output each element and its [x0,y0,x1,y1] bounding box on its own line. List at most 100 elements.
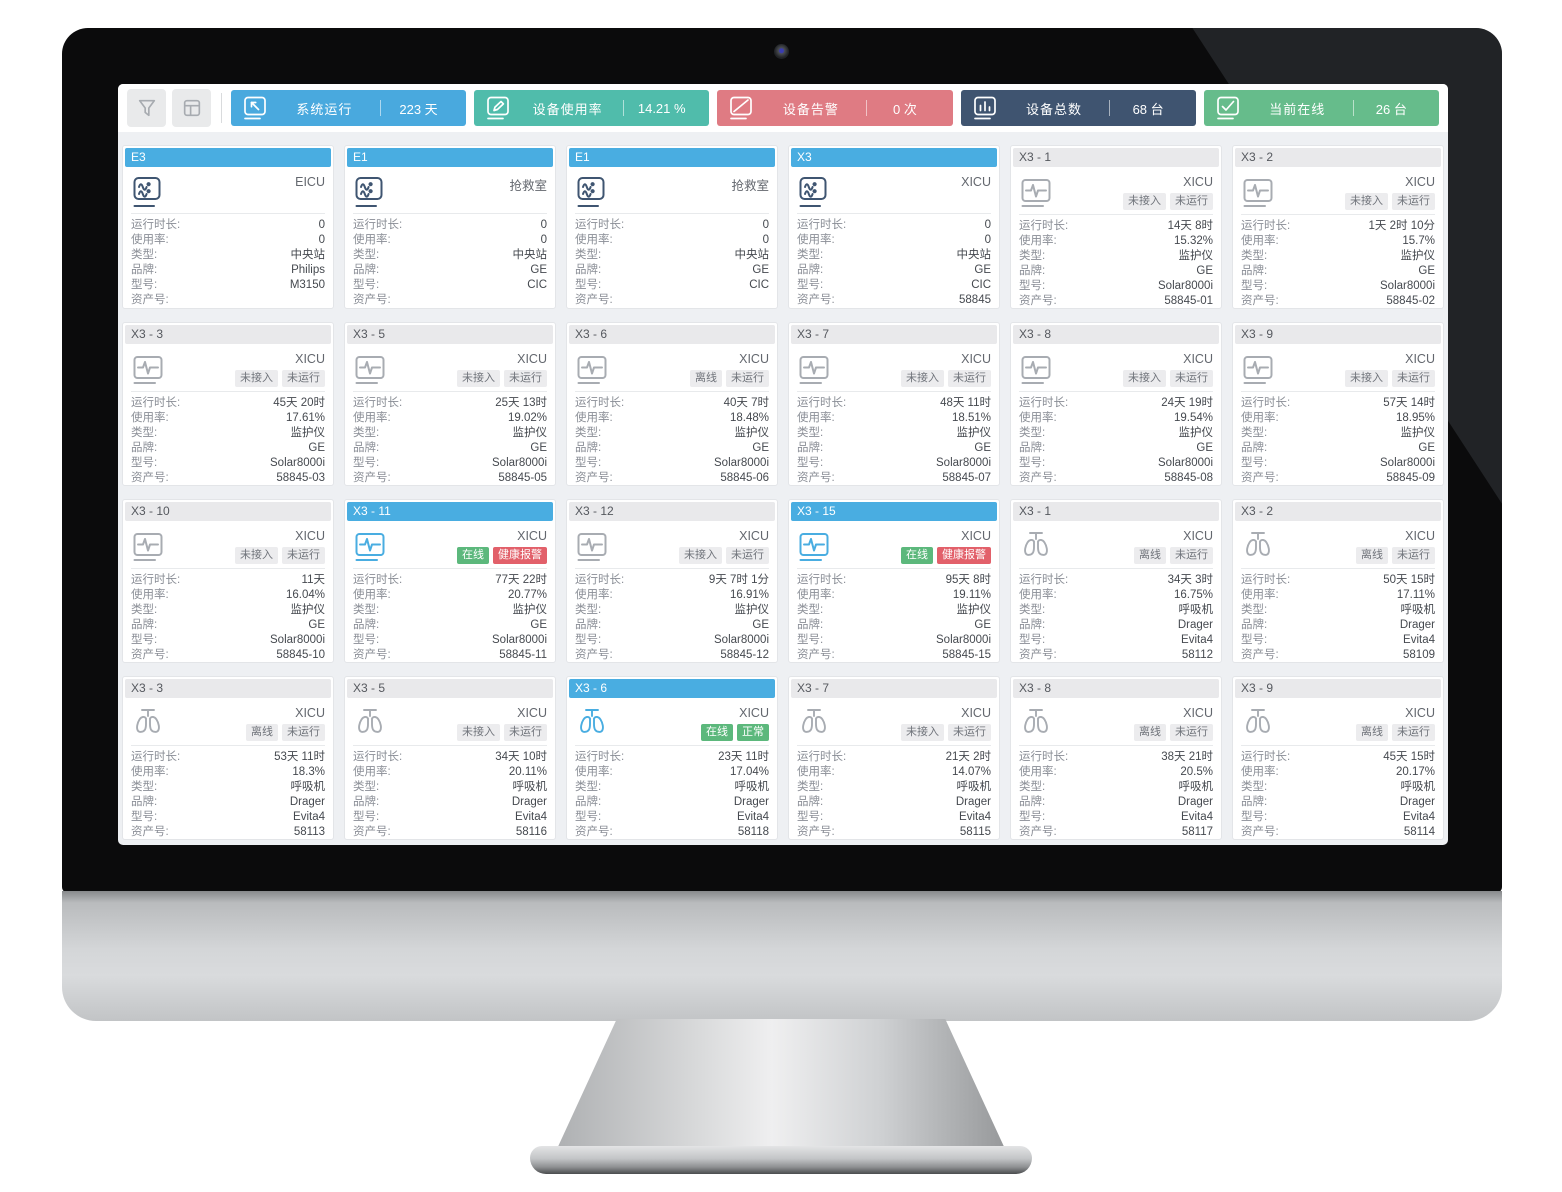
field-row-asset: 资产号: 58845-03 [131,471,325,485]
stat-widget-device-alarms[interactable]: 设备告警 0 次 [717,90,953,126]
field-row-model: 型号: Solar8000i [131,633,325,648]
field-value: 58845-05 [498,472,547,484]
field-row-type: 类型: 中央站 [575,248,769,263]
device-card[interactable]: X3 - 15 XICU 在线 健康报警 运行时长: 95天 8时 使用率: 19.11… [788,499,1000,663]
field-label: 资产号: [797,826,835,838]
device-card[interactable]: X3 - 8 XICU 未接入 未运行 运行时长: 24天 19时 使用率: 19.54… [1010,322,1222,486]
patient-monitor-icon [1241,175,1279,209]
field-label: 品牌: [1241,619,1268,631]
field-row-type: 类型: 呼吸机 [1019,780,1213,795]
stat-widget-online-now[interactable]: 当前在线 26 台 [1203,90,1440,126]
status-badge: 未运行 [948,370,991,387]
device-card[interactable]: X3 - 6 XICU 离线 未运行 运行时长: 40天 7时 使用率: 18.48% 类… [566,322,778,486]
stat-widget-system-uptime[interactable]: 系统运行 223 天 [231,90,467,126]
device-card[interactable]: X3 - 5 XICU 未接入 未运行 运行时长: 25天 13时 使用率: 19.02… [344,322,556,486]
status-badges: 未接入 未运行 [457,724,547,741]
field-row-type: 类型: 呼吸机 [1241,603,1435,618]
field-row-runtime: 运行时长: 21天 2时 [797,750,991,765]
device-card[interactable]: X3 - 2 XICU 未接入 未运行 运行时长: 1天 2时 10分 使用率: 15.… [1232,145,1444,309]
card-header: X3 - 9 [1235,679,1441,698]
field-row-asset: 资产号: [575,293,769,308]
card-location: 抢救室 [731,179,769,193]
status-badges: 离线 未运行 [1356,724,1435,741]
field-label: 品牌: [797,796,824,808]
device-card[interactable]: X3 - 7 XICU 未接入 未运行 运行时长: 48天 11时 使用率: 18.51… [788,322,1000,486]
slash-monitor-icon [727,94,755,122]
device-card[interactable]: X3 - 3 XICU 未接入 未运行 运行时长: 45天 20时 使用率: 17.61… [122,322,334,486]
field-value: 18.51% [951,412,991,424]
field-row-brand: 品牌: GE [575,618,769,633]
field-label: 使用率: [353,412,391,424]
device-card[interactable]: X3 - 5 XICU 未接入 未运行 运行时长: 34天 10时 使用率: 20.11… [344,676,556,840]
device-card[interactable]: X3 - 8 XICU 离线 未运行 运行时长: 38天 21时 使用率: 20.5% 类… [1010,676,1222,840]
device-card[interactable]: X3 - 7 XICU 未接入 未运行 运行时长: 21天 2时 使用率: 14.07%… [788,676,1000,840]
field-row-asset: 资产号: 58109 [1241,648,1435,662]
field-value: Solar8000i [492,457,547,469]
field-label: 运行时长: [1241,574,1291,586]
field-row-brand: 品牌: GE [575,263,769,278]
field-label: 资产号: [353,294,391,306]
field-value: 1天 2时 10分 [1368,220,1435,232]
card-divider [1241,745,1435,746]
card-header: X3 - 3 [125,325,331,344]
card-divider [131,391,325,392]
webcam-icon [774,44,789,59]
status-badge: 未运行 [1392,193,1435,210]
device-card[interactable]: E3 EICU 运行时长: 0 使用率: 0 类型: 中央站 品牌: Philips 型号: M3… [122,145,334,309]
card-fields: 运行时长: 1天 2时 10分 使用率: 15.7% 类型: 监护仪 品牌: GE 型号: Sol… [1233,215,1443,308]
device-card[interactable]: X3 XICU 运行时长: 0 使用率: 0 类型: 中央站 品牌: GE 型号: CIC 资产号:… [788,145,1000,309]
field-label: 类型: [353,249,380,261]
app-screen: 系统运行 223 天 设备使用率 14.21 % 设备告警 0 次 设备总数 6… [118,84,1448,845]
device-card[interactable]: X3 - 12 XICU 未接入 未运行 运行时长: 9天 7时 1分 使用率: 16.… [566,499,778,663]
field-value: 58845-01 [1164,295,1213,307]
device-card[interactable]: X3 - 2 XICU 离线 未运行 运行时长: 50天 15时 使用率: 17.11%… [1232,499,1444,663]
status-badges: 未接入 未运行 [457,370,547,387]
device-card[interactable]: X3 - 1 XICU 离线 未运行 运行时长: 34天 3时 使用率: 16.75% 类… [1010,499,1222,663]
stat-widget-device-total[interactable]: 设备总数 68 台 [960,90,1196,126]
card-location: XICU [739,706,769,720]
card-title: E3 [131,150,146,164]
card-location: XICU [517,352,547,366]
field-value: CIC [527,279,547,291]
filter-button[interactable] [127,89,166,127]
field-row-model: 型号: Solar8000i [1241,456,1435,471]
card-top: XICU 在线 正常 [567,698,777,743]
field-label: 资产号: [1241,472,1279,484]
card-title: X3 - 7 [797,681,830,695]
device-card[interactable]: X3 - 6 XICU 在线 正常 运行时长: 23天 11时 使用率: 17.04% 类… [566,676,778,840]
field-label: 类型: [1019,604,1046,616]
field-row-brand: 品牌: GE [1019,264,1213,279]
central-station-icon [797,175,835,209]
patient-monitor-icon [797,352,835,386]
field-value: 20.11% [508,766,547,778]
device-card[interactable]: X3 - 9 XICU 离线 未运行 运行时长: 45天 15时 使用率: 20.17%… [1232,676,1444,840]
field-value: 监护仪 [290,604,326,616]
field-label: 资产号: [353,472,391,484]
patient-monitor-icon [131,352,169,386]
status-badge: 未接入 [235,547,278,564]
card-top: 抢救室 [567,167,777,211]
field-value: 呼吸机 [1178,781,1214,793]
patient-monitor-icon [353,529,391,563]
field-label: 运行时长: [1241,751,1291,763]
device-card[interactable]: X3 - 1 XICU 未接入 未运行 运行时长: 14天 8时 使用率: 15.32%… [1010,145,1222,309]
card-header: X3 - 6 [569,679,775,698]
field-label: 使用率: [1241,412,1279,424]
card-top: 抢救室 [345,167,555,211]
field-value: Evita4 [1181,634,1213,646]
field-value: 34天 10时 [495,751,547,763]
card-divider [575,213,769,214]
field-label: 品牌: [575,442,602,454]
field-value: Solar8000i [1158,457,1213,469]
stat-widget-device-usage[interactable]: 设备使用率 14.21 % [474,90,710,126]
field-row-type: 类型: 中央站 [353,248,547,263]
device-card[interactable]: X3 - 11 XICU 在线 健康报警 运行时长: 77天 22时 使用率: 20.7… [344,499,556,663]
device-card[interactable]: X3 - 9 XICU 未接入 未运行 运行时长: 57天 14时 使用率: 18.95… [1232,322,1444,486]
device-card[interactable]: X3 - 10 XICU 未接入 未运行 运行时长: 11天 使用率: 16.04% 类型… [122,499,334,663]
device-card[interactable]: X3 - 3 XICU 离线 未运行 运行时长: 53天 11时 使用率: 18.3% 类… [122,676,334,840]
layout-button[interactable] [172,89,211,127]
field-row-type: 类型: 监护仪 [353,603,547,618]
field-row-runtime: 运行时长: 45天 20时 [131,396,325,411]
